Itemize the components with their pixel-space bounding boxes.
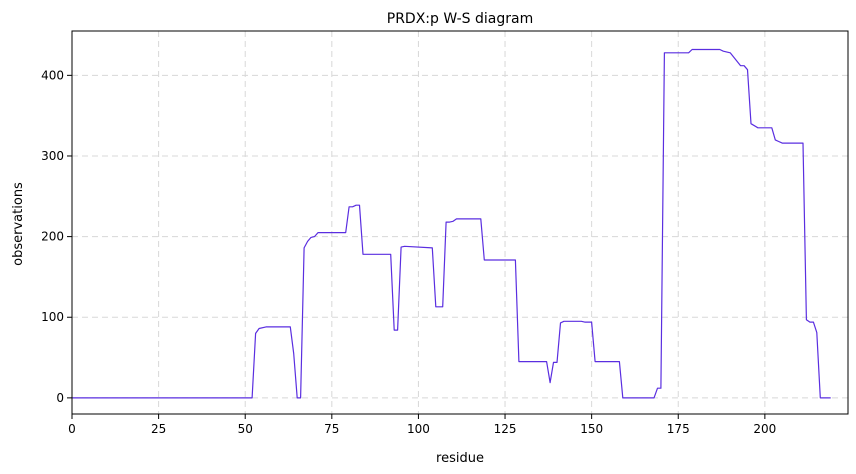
x-tick-label: 125	[494, 422, 517, 436]
y-tick-label: 400	[41, 68, 64, 82]
y-tick-label: 100	[41, 310, 64, 324]
x-axis-label: residue	[436, 451, 484, 466]
x-tick-label: 150	[580, 422, 603, 436]
plot-area	[72, 48, 831, 399]
x-tick-label: 100	[407, 422, 430, 436]
x-tick-label: 75	[324, 422, 339, 436]
chart-title: PRDX:p W-S diagram	[387, 11, 533, 27]
grid	[72, 31, 848, 414]
x-tick-label: 50	[238, 422, 253, 436]
x-axis: 0 25 50 75 100 125 150 175 200	[68, 414, 776, 436]
y-tick-label: 300	[41, 149, 64, 163]
y-tick-label: 200	[41, 230, 64, 244]
plot-frame	[71, 30, 849, 415]
y-axis-label: observations	[11, 182, 26, 266]
x-tick-label: 0	[68, 422, 76, 436]
x-tick-label: 25	[151, 422, 166, 436]
y-axis: 0 100 200 300 400	[41, 68, 72, 405]
x-tick-label: 175	[667, 422, 690, 436]
series-line	[72, 48, 831, 399]
y-tick-label: 0	[56, 391, 64, 405]
x-tick-label: 200	[753, 422, 776, 436]
